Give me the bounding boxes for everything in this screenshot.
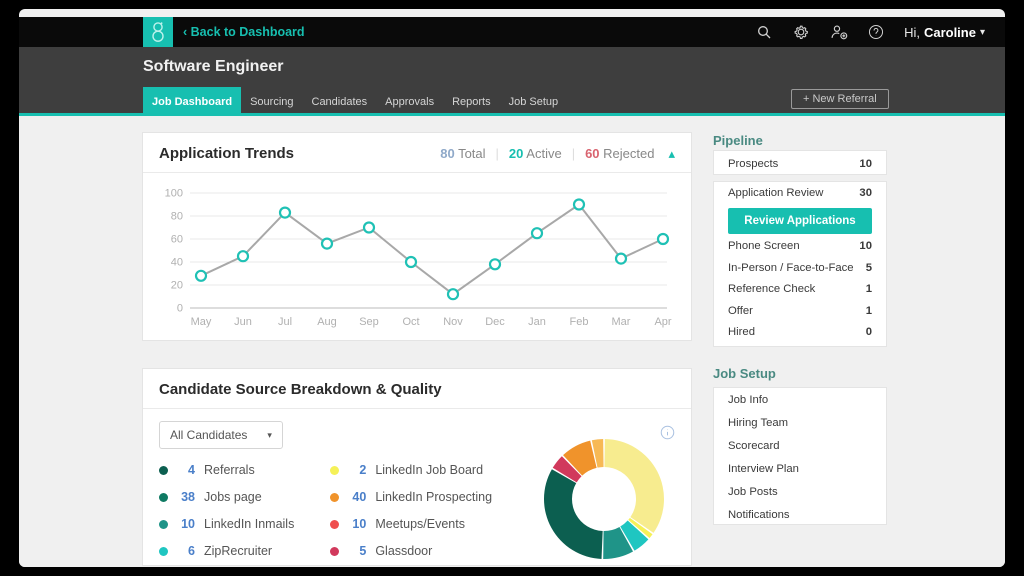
svg-text:0: 0 (177, 303, 183, 315)
svg-text:Sep: Sep (359, 316, 379, 328)
svg-text:Jun: Jun (234, 316, 252, 328)
svg-text:May: May (191, 316, 212, 328)
svg-text:Feb: Feb (570, 316, 589, 328)
svg-text:20: 20 (171, 280, 183, 292)
svg-text:Apr: Apr (654, 316, 671, 328)
svg-text:Jan: Jan (528, 316, 546, 328)
svg-text:40: 40 (171, 257, 183, 269)
svg-text:60: 60 (171, 234, 183, 246)
svg-text:Oct: Oct (402, 316, 419, 328)
svg-text:80: 80 (171, 211, 183, 223)
svg-text:Nov: Nov (443, 316, 463, 328)
svg-text:Mar: Mar (612, 316, 631, 328)
svg-text:Aug: Aug (317, 316, 337, 328)
svg-text:100: 100 (165, 188, 183, 200)
svg-text:Jul: Jul (278, 316, 292, 328)
svg-text:Dec: Dec (485, 316, 505, 328)
